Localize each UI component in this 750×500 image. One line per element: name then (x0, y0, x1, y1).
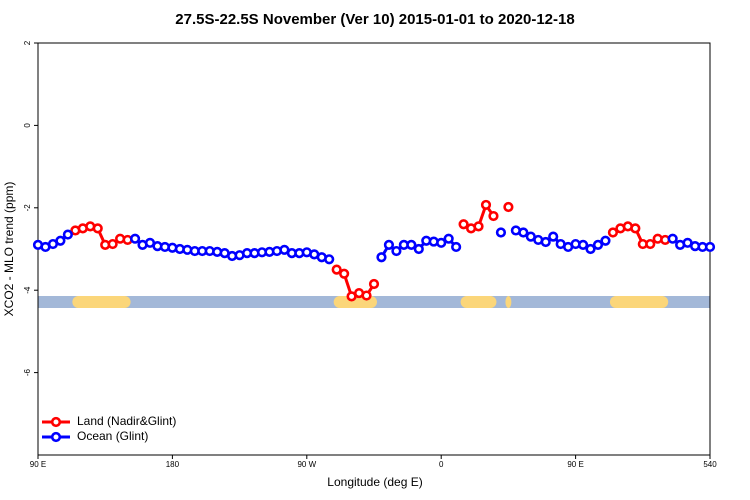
data-point (383, 239, 395, 250)
data-point (518, 227, 529, 238)
x-tick-label: 0 (439, 460, 444, 469)
data-point (451, 241, 462, 253)
x-tick-label: 180 (166, 460, 180, 469)
data-point (436, 237, 447, 248)
data-point (630, 223, 641, 234)
legend-label: Land (Nadir&Glint) (77, 414, 176, 428)
data-point (55, 235, 66, 246)
legend-marker (50, 416, 62, 428)
plot-frame (37, 42, 711, 456)
data-point (480, 199, 492, 211)
data-point (667, 233, 678, 244)
y-tick-label: -2 (23, 204, 32, 212)
data-point (577, 239, 589, 250)
data-point (331, 264, 342, 275)
data-point (92, 223, 103, 234)
data-point (361, 290, 372, 301)
data-point (129, 233, 141, 244)
data-point (406, 239, 417, 250)
land-band (72, 296, 131, 308)
land-band (505, 296, 512, 308)
y-axis-label: XCO2 - MLO trend (ppm) (2, 182, 16, 317)
data-point (548, 231, 559, 242)
land-band (609, 296, 669, 308)
data-point (324, 254, 335, 265)
x-tick-label: 90 E (567, 460, 583, 469)
land-band (460, 296, 497, 308)
data-point (645, 238, 656, 250)
data-point (339, 268, 350, 279)
data-point (107, 238, 118, 250)
data-point (62, 229, 73, 240)
x-tick-label: 90 W (297, 460, 316, 469)
data-point (503, 201, 514, 213)
data-point (704, 241, 716, 253)
chart-title: 27.5S-22.5S November (Ver 10) 2015-01-01… (175, 11, 574, 28)
x-tick-label: 90 E (30, 460, 46, 469)
data-point (391, 245, 402, 257)
data-point (600, 235, 611, 246)
data-point (495, 227, 507, 238)
data-point (413, 243, 424, 255)
legend-label: Ocean (Glint) (77, 429, 148, 443)
data-point (540, 236, 551, 248)
legend-marker (50, 431, 62, 443)
data-point (607, 227, 619, 238)
data-point (458, 219, 469, 230)
y-tick-label: 2 (23, 40, 32, 45)
data-point (592, 239, 604, 250)
data-point (585, 243, 596, 255)
y-tick-label: 0 (23, 123, 32, 128)
x-tick-label: 540 (703, 460, 717, 469)
x-axis-label: Longitude (deg E) (327, 475, 422, 489)
data-point (443, 233, 454, 244)
data-point (473, 221, 484, 232)
data-point (488, 210, 499, 222)
y-tick-label: -4 (23, 286, 32, 294)
y-tick-label: -6 (23, 368, 32, 376)
data-point (368, 278, 380, 290)
data-point (376, 252, 387, 263)
